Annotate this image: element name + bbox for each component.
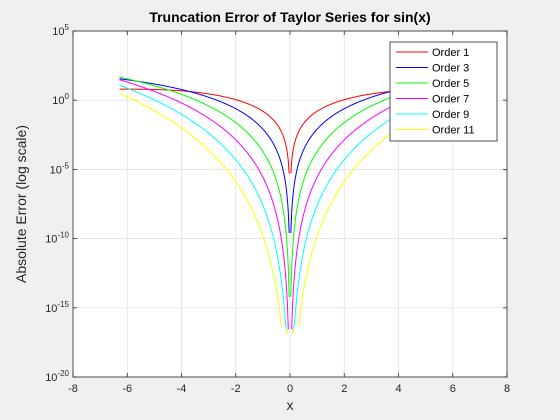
legend-box [389, 41, 498, 142]
y-tick-label: 105 [52, 23, 69, 38]
legend-label: Order 9 [432, 109, 469, 121]
x-tick-label: 4 [395, 383, 401, 395]
legend-label: Order 7 [432, 94, 469, 106]
y-tick-label: 10-15 [45, 300, 69, 315]
legend-label: Order 5 [432, 78, 469, 90]
x-tick-label: 2 [341, 383, 347, 395]
legend-label: Order 11 [432, 125, 475, 137]
x-tick-label: -2 [231, 383, 241, 395]
legend-label: Order 1 [432, 47, 469, 59]
x-tick-label: 8 [504, 383, 510, 395]
x-tick-label: -4 [177, 383, 187, 395]
ticks: -8 -6 -4 -2 0 2 4 6 8 10-20 10-15 10-10 10-5 100 105 [45, 23, 510, 395]
x-axis-label: x [287, 397, 294, 413]
y-tick-label: 10-5 [50, 161, 70, 176]
legend-label: Order 3 [432, 63, 469, 75]
x-tick-label: 0 [287, 383, 293, 395]
legend: Order 1 Order 3 Order 5 Order 7 Order 9 Order… [389, 41, 498, 142]
x-tick-label: 6 [450, 383, 456, 395]
series-line [119, 92, 461, 335]
y-axis-label: Absolute Error (log scale) [13, 125, 29, 283]
x-tick-label: -8 [68, 383, 78, 395]
y-tick-label: 100 [52, 92, 69, 107]
y-tick-label: 10-20 [45, 369, 69, 384]
chart-title: Truncation Error of Taylor Series for si… [149, 9, 430, 25]
x-tick-label: -6 [122, 383, 132, 395]
y-tick-label: 10-10 [45, 231, 69, 246]
